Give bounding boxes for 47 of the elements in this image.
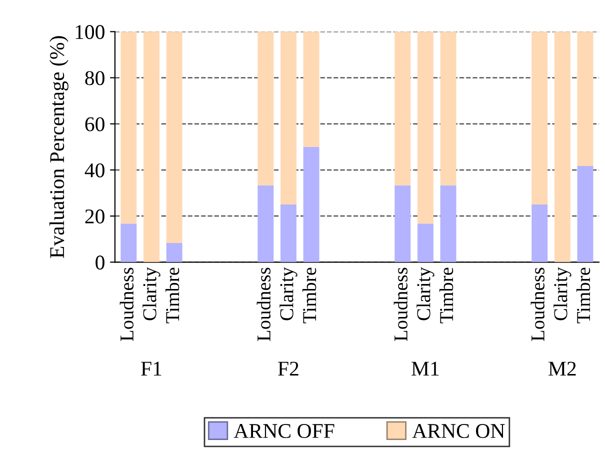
bar [554, 32, 570, 262]
text: F2 [278, 362, 298, 376]
text: F1 [141, 362, 162, 376]
x-tick-label: Clarity [416, 267, 434, 320]
bar [417, 224, 434, 262]
x-tick-label: Timbre [576, 268, 590, 324]
bar [120, 224, 137, 262]
x-tick-label: Clarity [142, 267, 160, 320]
bar [577, 166, 594, 262]
bar [258, 32, 274, 186]
y-tick-label: 20 [85, 209, 104, 224]
bar [440, 32, 456, 186]
y-tick-label: 100 [76, 25, 104, 40]
bar [532, 204, 548, 262]
bar [303, 32, 320, 147]
x-tick-label: Timbre [302, 268, 316, 324]
bar [532, 32, 548, 205]
bar [303, 146, 320, 262]
bar [280, 32, 296, 205]
x-tick-label: Timbre [439, 268, 454, 324]
y-tick-label: 0 [96, 256, 104, 270]
bar [143, 32, 160, 262]
x-tick-label: Clarity [554, 267, 572, 320]
bar [280, 204, 296, 262]
x-tick-label: Loudness [530, 268, 544, 341]
y-tick-label: 60 [85, 117, 104, 132]
text: M1 [412, 362, 439, 376]
bar [394, 185, 411, 262]
legend-label: ARNC ON [412, 424, 505, 438]
bar [440, 185, 456, 262]
bar [258, 185, 274, 262]
x-tick-label: Clarity [280, 267, 298, 320]
bar [166, 32, 182, 244]
text: M2 [548, 362, 576, 376]
bar [417, 32, 434, 224]
bar [166, 243, 182, 262]
y-axis-title: Evaluation Percentage (%) [49, 36, 68, 258]
y-tick-label: 80 [85, 71, 104, 86]
x-tick-label: Timbre [165, 268, 180, 324]
y-tick-label: 40 [84, 163, 104, 178]
x-tick-label: Loudness [120, 268, 134, 341]
legend-label: ARNC OFF [234, 424, 334, 438]
bar [120, 32, 137, 224]
x-tick-label: Loudness [256, 268, 270, 341]
x-tick-label: Loudness [394, 268, 408, 341]
bar [577, 32, 594, 166]
bar [394, 32, 411, 186]
